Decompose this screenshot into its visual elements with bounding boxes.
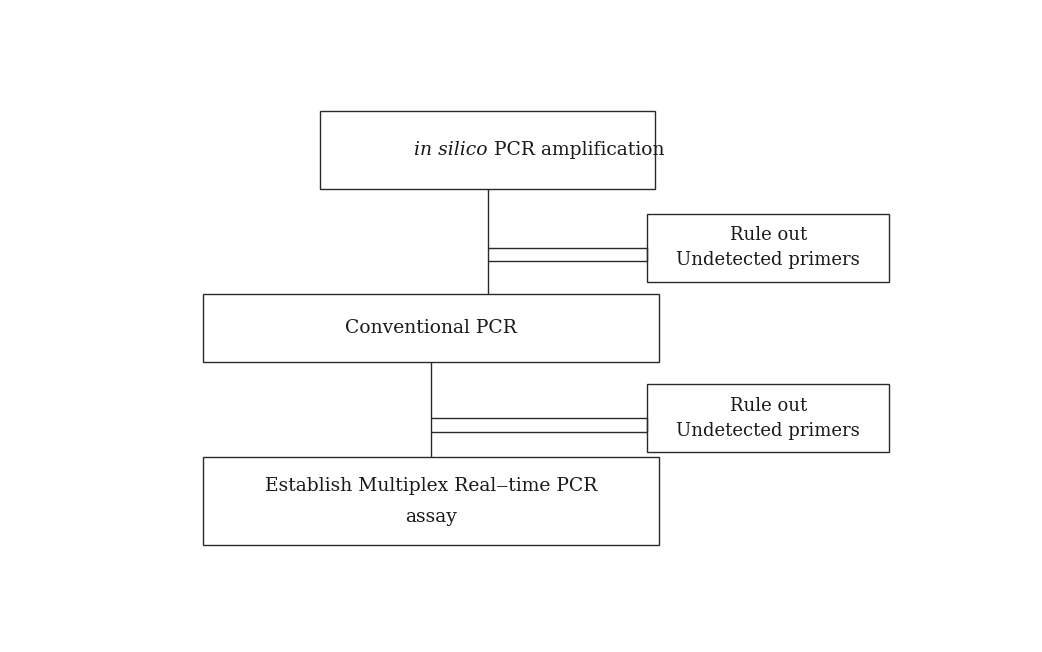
Text: Undetected primers: Undetected primers — [676, 422, 860, 439]
Bar — [203, 457, 660, 545]
Text: in silico: in silico — [414, 141, 488, 158]
Text: PCR amplification: PCR amplification — [488, 141, 664, 158]
Bar — [647, 385, 890, 452]
Bar — [320, 111, 655, 188]
Text: Establish Multiplex Real‒time PCR: Establish Multiplex Real‒time PCR — [265, 477, 597, 496]
Text: Rule out: Rule out — [729, 226, 807, 244]
Bar — [647, 214, 890, 282]
Text: assay: assay — [405, 507, 457, 526]
Text: Conventional PCR: Conventional PCR — [345, 319, 517, 336]
Text: Rule out: Rule out — [729, 396, 807, 415]
Bar — [203, 294, 660, 362]
Text: Undetected primers: Undetected primers — [676, 251, 860, 269]
